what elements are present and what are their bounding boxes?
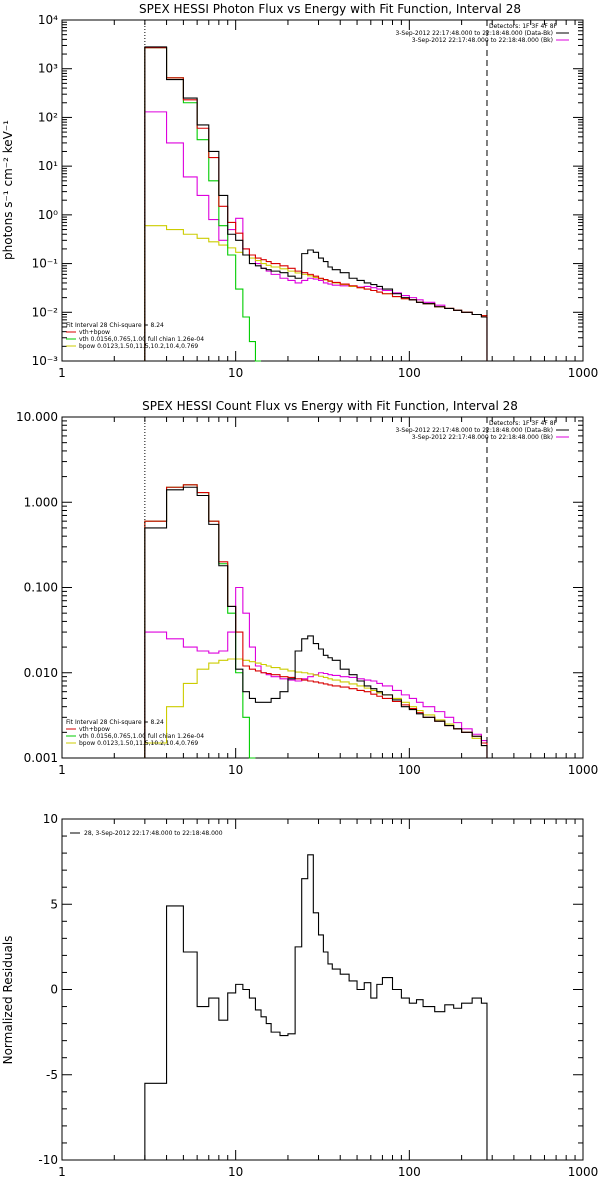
x-tick-label: 1000 bbox=[568, 763, 599, 777]
legend-top-left-line: 28, 3-Sep-2012 22:17:48.000 to 22:18:48.… bbox=[84, 830, 223, 837]
legend-bottom-left-line: bpow 0.0123,1.50,11.5,10.2,10.4,0.769 bbox=[79, 740, 198, 747]
legend-top-right-line: 3-Sep-2012 22:17:48.000 to 22:18:48.000 … bbox=[395, 427, 553, 434]
legend-bottom-left-line: Fit Interval 28 Chi-square = 8.24 bbox=[66, 322, 164, 329]
y-tick-label: 10⁴ bbox=[38, 13, 58, 27]
photon-flux-title: SPEX HESSI Photon Flux vs Energy with Fi… bbox=[139, 2, 521, 16]
y-tick-label: 10¹ bbox=[38, 159, 58, 173]
x-tick-label: 100 bbox=[398, 366, 421, 380]
y-tick-label: 10.000 bbox=[16, 410, 58, 424]
x-tick-label: 10 bbox=[228, 1165, 243, 1179]
y-tick-label: 10⁰ bbox=[38, 208, 58, 222]
y-tick-label: 5 bbox=[50, 897, 58, 911]
x-tick-label: 1000 bbox=[568, 1165, 599, 1179]
x-tick-label: 1 bbox=[58, 1165, 66, 1179]
photon-flux-ylabel: photons s⁻¹ cm⁻² keV⁻¹ bbox=[1, 120, 15, 260]
y-tick-label: 0.001 bbox=[24, 751, 58, 765]
y-tick-label: -10 bbox=[38, 1153, 58, 1167]
series-total bbox=[144, 46, 488, 361]
x-tick-label: 100 bbox=[398, 1165, 421, 1179]
residuals-panel: Normalized Residuals 1 10 100 1000 -10 -5 0 5 10… bbox=[1, 812, 598, 1179]
photon-flux-panel: SPEX HESSI Photon Flux vs Energy with Fi… bbox=[1, 2, 598, 380]
y-tick-label: 0.010 bbox=[24, 666, 58, 680]
x-tick-label: 1000 bbox=[568, 366, 599, 380]
y-tick-label: 1.000 bbox=[24, 495, 58, 509]
residuals-ylabel: Normalized Residuals bbox=[1, 936, 15, 1065]
legend-bottom-left-line: vth+bpow bbox=[79, 329, 110, 336]
legend-top-right-line: Detectors: 1F 3F 4F 8F bbox=[489, 420, 558, 427]
y-tick-label: 10⁻² bbox=[32, 305, 59, 319]
legend-top-right-line: 3-Sep-2012 22:17:48.000 to 22:18:48.000 … bbox=[412, 434, 553, 441]
legend-bottom-left-line: bpow 0.0123,1.50,11.5,10.2,10.4,0.769 bbox=[79, 343, 198, 350]
series-total bbox=[144, 486, 488, 758]
count-flux-title: SPEX HESSI Count Flux vs Energy with Fit… bbox=[142, 399, 518, 413]
x-tick-label: 1 bbox=[58, 763, 66, 777]
y-tick-label: 10 bbox=[43, 812, 58, 826]
x-tick-label: 10 bbox=[228, 763, 243, 777]
plot-frame bbox=[61, 19, 584, 362]
y-tick-label: 0.100 bbox=[24, 581, 58, 595]
y-tick-label: 10² bbox=[38, 110, 58, 124]
legend-bottom-left-line: vth 0.0156,0.765,1.00 full chian 1.26e-0… bbox=[79, 336, 204, 343]
y-tick-label: -5 bbox=[46, 1068, 58, 1082]
legend-top-right-line: Detectors: 1F 3F 4F 8F bbox=[489, 23, 558, 30]
legend-bottom-left-line: vth+bpow bbox=[79, 726, 110, 733]
legend-bottom-left-line: vth 0.0156,0.765,1.00 full chian 1.26e-0… bbox=[79, 733, 204, 740]
count-flux-panel: SPEX HESSI Count Flux vs Energy with Fit… bbox=[16, 399, 598, 777]
y-tick-label: 10⁻³ bbox=[32, 354, 59, 368]
legend-top-right-line: 3-Sep-2012 22:17:48.000 to 22:18:48.000 … bbox=[412, 37, 553, 44]
y-tick-label: 10³ bbox=[38, 62, 58, 76]
series-residuals bbox=[144, 854, 488, 1160]
x-tick-label: 1 bbox=[58, 366, 66, 380]
x-tick-label: 100 bbox=[398, 763, 421, 777]
legend-bottom-left-line: Fit Interval 28 Chi-square = 8.24 bbox=[66, 719, 164, 726]
legend-top-right-line: 3-Sep-2012 22:17:48.000 to 22:18:48.000 … bbox=[395, 30, 553, 37]
y-tick-label: 0 bbox=[50, 983, 58, 997]
x-tick-label: 10 bbox=[228, 366, 243, 380]
y-tick-label: 10⁻¹ bbox=[32, 257, 59, 271]
